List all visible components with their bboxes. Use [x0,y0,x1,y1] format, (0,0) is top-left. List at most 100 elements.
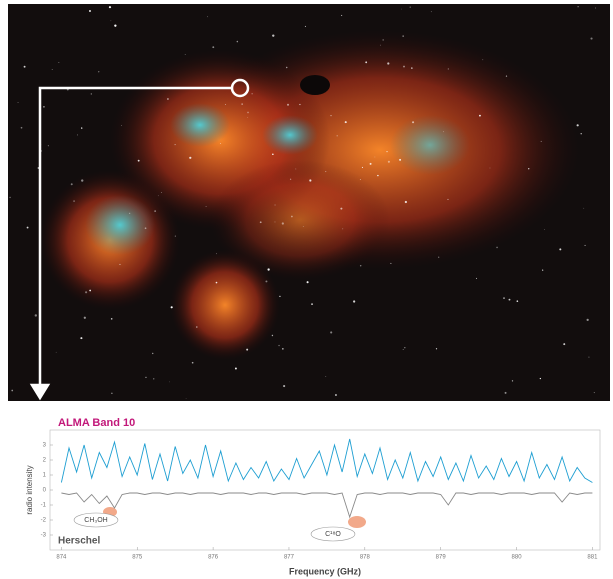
series-label: ALMA Band 10 [58,417,135,429]
star [216,282,218,284]
star [512,380,513,381]
star [275,222,276,223]
star [11,390,13,392]
y-tick-label: 0 [43,488,47,494]
star [353,300,355,302]
star [563,343,565,345]
star [98,71,99,72]
star [290,179,291,180]
star [186,398,187,399]
star [216,253,217,254]
star [175,144,176,145]
star [52,69,53,70]
star [584,245,585,246]
star [154,210,156,212]
star [490,168,491,169]
star [401,9,402,10]
y-axis-label: radio intensity [25,465,34,514]
star [212,46,214,48]
star [448,69,449,70]
star [111,393,112,394]
star [341,15,342,16]
annotation: CH₃OH [84,517,107,524]
star [169,382,170,383]
star [412,121,414,123]
star [365,61,367,63]
star [171,306,173,308]
star [411,67,413,69]
figure: ALMA Band 10 Herschel radio intensity Fr… [0,0,613,579]
star [167,98,169,100]
star [247,112,249,114]
y-tick-label: 3 [43,443,47,449]
x-tick-label: 877 [284,555,295,561]
star [362,167,363,168]
star [542,269,543,270]
star [540,378,541,379]
star [410,7,411,8]
y-tick-label: -3 [41,533,47,539]
star [110,20,111,21]
star [35,314,37,316]
star [588,357,589,358]
star [152,353,153,354]
star [345,121,347,123]
star [27,227,29,229]
x-tick-label: 881 [587,555,598,561]
star [506,75,507,76]
star [287,104,289,106]
y-tick-label: -1 [41,503,47,509]
star [541,141,542,142]
star [206,206,207,207]
star [175,236,176,237]
star [145,377,146,378]
star [237,41,239,43]
star [153,378,154,379]
star [251,93,252,94]
x-tick-label: 874 [56,555,67,561]
x-tick-label: 879 [436,555,447,561]
star [403,66,405,68]
marker [348,516,366,528]
star [138,160,140,162]
star [299,104,300,105]
star [386,151,387,152]
star [360,265,361,266]
x-tick-label: 878 [360,555,371,561]
star [307,281,309,283]
star [305,26,306,27]
nebula-image [8,4,610,401]
star [587,319,589,321]
x-tick-label: 880 [512,555,523,561]
star [158,195,159,196]
star [283,385,285,387]
star [390,263,391,264]
star [279,296,280,297]
x-tick-label: 876 [208,555,219,561]
star [265,280,267,282]
star [291,216,293,218]
star [24,66,26,68]
star [528,168,529,169]
star [482,59,483,60]
star [578,6,579,7]
star [242,104,243,105]
star [189,157,191,159]
star [403,349,404,350]
star [476,278,477,279]
star [185,54,186,55]
star [278,345,279,346]
star [330,115,331,116]
star [272,153,274,155]
star [590,38,592,40]
star [340,208,342,210]
star [225,104,226,105]
star [594,392,595,393]
star [121,125,122,126]
star [272,335,273,336]
star [438,257,439,258]
star [282,222,284,224]
star [503,297,505,299]
star [544,229,545,230]
star [84,317,86,319]
